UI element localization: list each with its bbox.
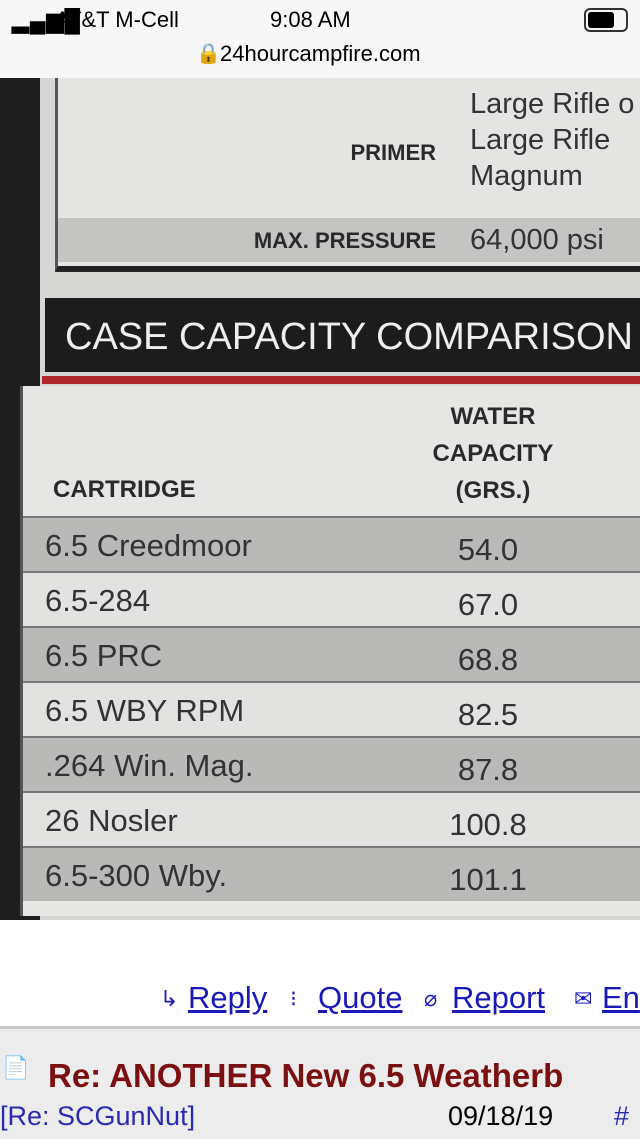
action-link[interactable]: Report: [452, 980, 546, 1015]
battery-icon: [584, 8, 628, 32]
parent-link[interactable]: [Re: SCGunNut]: [0, 1101, 196, 1131]
water-capacity: 68.8: [457, 642, 519, 677]
spec-row: PRIMER Large Rifle o Large Rifle Magnum: [58, 88, 640, 214]
action-icon: ⌀: [424, 986, 438, 1011]
spec-value: Magnum: [470, 160, 583, 192]
cartridge-name: 6.5 WBY RPM: [45, 693, 245, 728]
spec-value: Large Rifle: [470, 124, 611, 156]
cartridge-name: 6.5-300 Wby.: [45, 858, 228, 893]
action-link[interactable]: En: [602, 980, 640, 1015]
lock-icon: 🔒: [196, 43, 221, 65]
capacity-row: 6.5 PRC 68.8: [23, 626, 640, 681]
water-capacity: 82.5: [457, 697, 519, 732]
carrier: AT&T M-Cell: [55, 7, 179, 32]
cartridge-name: 6.5-284: [45, 583, 151, 618]
spec-value: Large Rifle o: [470, 88, 635, 120]
status-bar: ▂▄▆█ AT&T M-Cell 9:08 AM: [0, 0, 640, 40]
capacity-row: 26 Nosler 100.8: [23, 791, 640, 846]
water-capacity: 54.0: [457, 532, 519, 567]
cartridge-name: 6.5 PRC: [45, 638, 163, 673]
header-line: (GRS.): [455, 477, 531, 504]
action-link[interactable]: Quote: [318, 980, 403, 1015]
post-title: Re: ANOTHER New 6.5 Weatherb: [48, 1057, 564, 1094]
capacity-row: .264 Win. Mag. 87.8: [23, 736, 640, 791]
photo[interactable]: PRIMER Large Rifle o Large Rifle Magnum MAX.…: [0, 78, 640, 920]
capacity-table: CARTRIDGE WATER CAPACITY (GRS.) 6.5 Creedm…: [20, 386, 640, 916]
title-bar: CASE CAPACITY COMPARISON: [45, 298, 640, 372]
spec-label: MAX. PRESSURE: [253, 228, 436, 253]
water-capacity: 87.8: [457, 752, 519, 787]
post-date: 09/18/19: [448, 1101, 554, 1131]
spec-value: 64,000 psi: [470, 224, 604, 256]
action-icon: ↳: [160, 986, 179, 1011]
capacity-row: 6.5-300 Wby. 101.1: [23, 846, 640, 901]
cartridge-name: .264 Win. Mag.: [45, 748, 254, 783]
header-line: WATER: [450, 403, 536, 430]
header-capacity: WATER CAPACITY (GRS.): [383, 398, 603, 509]
spec-label: PRIMER: [350, 140, 436, 165]
post-anchor[interactable]: #: [614, 1101, 630, 1131]
post-actions: ↳ Reply ⁝ Quote ⌀ Report ✉ En: [0, 980, 640, 1020]
water-capacity: 67.0: [457, 587, 519, 622]
water-capacity: 100.8: [449, 807, 527, 842]
spec-row: MAX. PRESSURE 64,000 psi: [58, 218, 640, 262]
cartridge-name: 26 Nosler: [45, 803, 178, 838]
address-bar[interactable]: 🔒 24hourcampfire.com: [0, 38, 640, 78]
spec-table: PRIMER Large Rifle o Large Rifle Magnum MAX.…: [55, 78, 640, 272]
water-capacity: 101.1: [449, 862, 527, 897]
url: 24hourcampfire.com: [220, 41, 421, 66]
capacity-row: 6.5-284 67.0: [23, 571, 640, 626]
red-rule: [42, 376, 640, 384]
table-title: CASE CAPACITY COMPARISON: [65, 316, 633, 358]
action-icon: ⁝: [290, 986, 297, 1011]
clock: 9:08 AM: [270, 7, 351, 32]
action-icon: ✉: [574, 986, 593, 1011]
signal-icon: ▂▄▆█: [12, 8, 82, 33]
post-header: 📄 Re: ANOTHER New 6.5 Weatherb [Re: SCGu…: [0, 1026, 640, 1139]
header-cartridge: CARTRIDGE: [53, 476, 196, 503]
cartridge-name: 6.5 Creedmoor: [45, 528, 252, 563]
action-link[interactable]: Reply: [188, 980, 268, 1015]
capacity-row: 6.5 WBY RPM 82.5: [23, 681, 640, 736]
capacity-row: 6.5 Creedmoor 54.0: [23, 516, 640, 571]
post-icon: 📄: [2, 1055, 30, 1080]
header-line: CAPACITY: [432, 440, 554, 467]
